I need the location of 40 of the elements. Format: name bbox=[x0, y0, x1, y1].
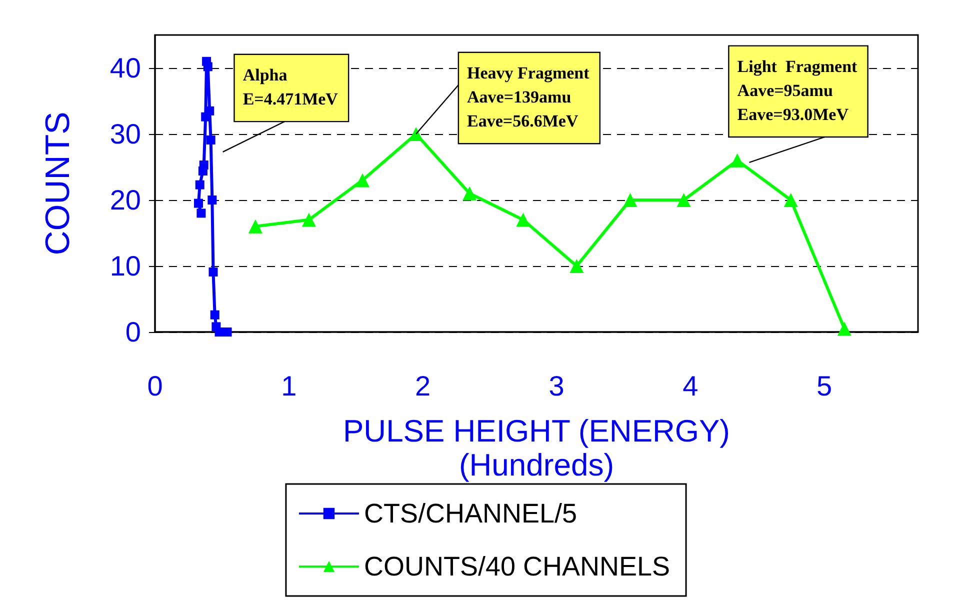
point bbox=[208, 196, 217, 204]
point bbox=[195, 180, 204, 190]
point bbox=[196, 208, 206, 218]
point bbox=[730, 153, 744, 168]
legend-label: COUNTS/40 CHANNELS bbox=[364, 552, 670, 582]
annotation: Light Fragment Aave=95amu Eave=93.0MeV bbox=[737, 56, 858, 124]
y-tick-label: 20 bbox=[110, 184, 141, 216]
point bbox=[194, 198, 204, 208]
y-tick-label: 10 bbox=[110, 250, 141, 282]
point bbox=[206, 135, 216, 144]
x-tick-label: 5 bbox=[816, 370, 832, 402]
y-tick-label: 0 bbox=[125, 316, 141, 348]
point bbox=[222, 328, 232, 336]
point bbox=[409, 127, 424, 141]
point bbox=[210, 310, 220, 320]
y-axis-title: COUNTS bbox=[39, 112, 77, 256]
x-tick-label: 2 bbox=[414, 370, 431, 402]
point bbox=[462, 186, 477, 200]
point bbox=[208, 267, 218, 276]
point bbox=[570, 259, 584, 273]
point bbox=[784, 193, 798, 207]
point bbox=[837, 322, 852, 336]
x-tick-label: 1 bbox=[281, 370, 297, 402]
point bbox=[199, 160, 208, 170]
point bbox=[355, 173, 370, 188]
y-tick-label: 40 bbox=[110, 52, 141, 84]
legend-label: CTS/CHANNEL/5 bbox=[364, 498, 578, 528]
point bbox=[203, 62, 212, 72]
point bbox=[302, 212, 316, 227]
point bbox=[248, 219, 262, 234]
annotation: Heavy Fragment Aave=139amu Eave=56.6MeV bbox=[467, 64, 590, 130]
point bbox=[676, 193, 691, 207]
point bbox=[516, 212, 530, 227]
x-tick-label: 4 bbox=[682, 370, 698, 402]
annotation: Alpha E=4.471MeV bbox=[242, 65, 339, 108]
x-tick-label: 3 bbox=[548, 370, 564, 402]
x-axis-title: PULSE HEIGHT (ENERGY) (Hundreds) bbox=[342, 414, 730, 482]
point bbox=[623, 193, 638, 207]
y-tick-label: 30 bbox=[110, 118, 141, 150]
x-tick-label: 0 bbox=[147, 370, 163, 402]
